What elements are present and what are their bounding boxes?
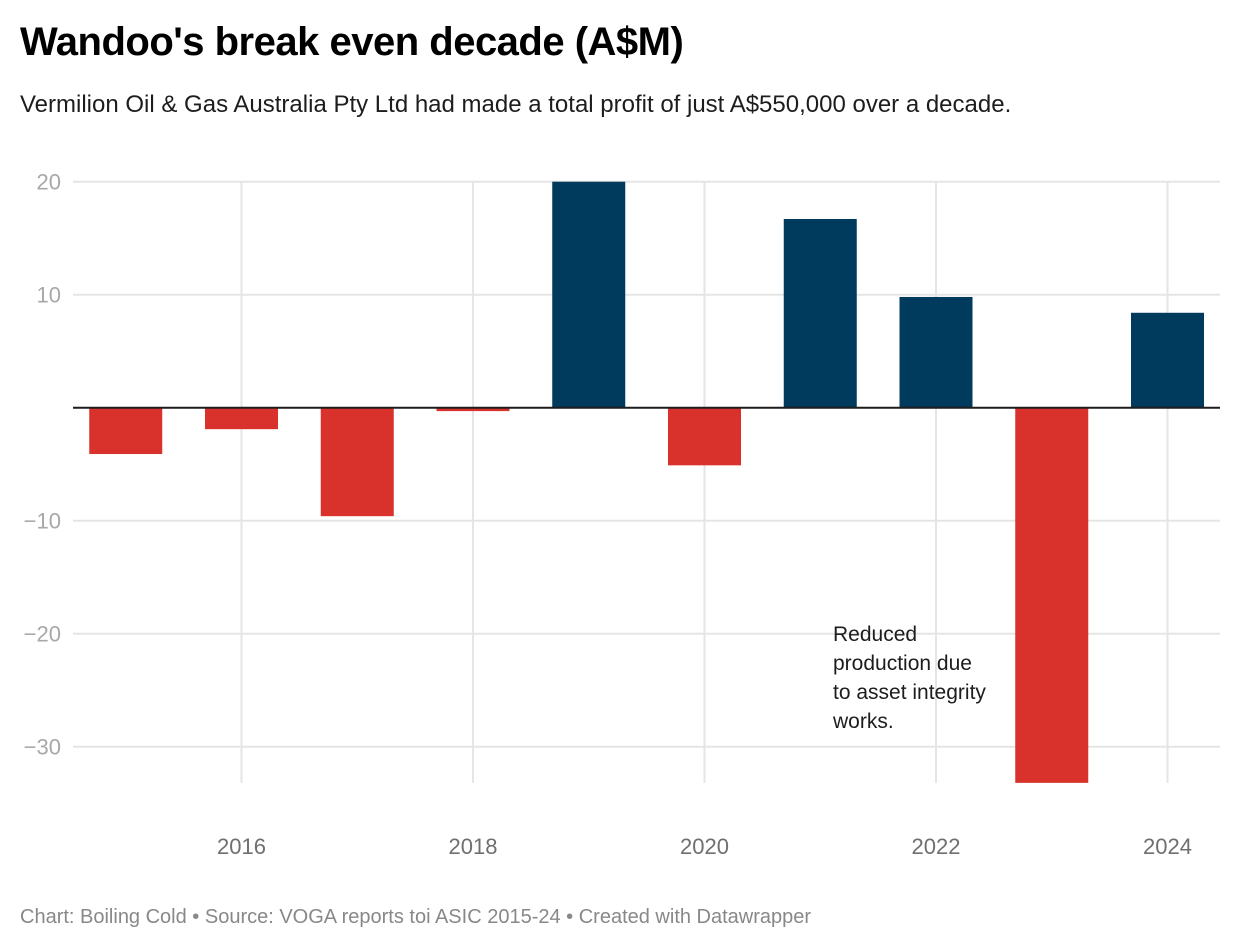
- chart-title: Wandoo's break even decade (A$M): [20, 20, 684, 64]
- bar-2020: [668, 407, 741, 466]
- chart-footer: Chart: Boiling Cold • Source: VOGA repor…: [20, 906, 812, 928]
- annotation-line: production due: [833, 652, 972, 675]
- annotation-line: Reduced: [833, 623, 917, 646]
- bar-2018: [436, 407, 510, 412]
- bar-2015: [89, 407, 163, 455]
- bar-2019: [552, 181, 626, 408]
- bar-2021: [783, 218, 857, 408]
- x-tick-label: 2018: [449, 834, 498, 859]
- x-axis-labels: 2016 2018 2020 2022 2024: [217, 834, 1192, 859]
- y-tick-label: 10: [37, 283, 61, 308]
- x-tick-label: 2022: [912, 834, 961, 859]
- x-tick-label: 2024: [1143, 834, 1192, 859]
- y-tick-label: −10: [24, 509, 61, 534]
- chart-subtitle: Vermilion Oil & Gas Australia Pty Ltd ha…: [20, 91, 1012, 118]
- bar-2017: [320, 407, 394, 517]
- bars: [89, 181, 1204, 783]
- x-tick-label: 2016: [217, 834, 266, 859]
- bar-2024: [1131, 312, 1204, 408]
- bar-2016: [205, 407, 278, 430]
- vertical-gridlines: [240, 181, 1169, 783]
- y-tick-label: −20: [24, 622, 61, 647]
- bar-2023: [1015, 407, 1089, 783]
- y-tick-label: −30: [24, 735, 61, 760]
- annotation-text: Reduced production due to asset integrity w…: [832, 623, 986, 733]
- y-tick-label: 20: [37, 170, 61, 195]
- bar-2022: [899, 296, 973, 408]
- annotation-line: works.: [832, 710, 894, 733]
- y-axis-labels: 20 10 −10 −20 −30: [24, 170, 61, 760]
- annotation: Reduced production due to asset integrity w…: [832, 623, 986, 733]
- annotation-line: to asset integrity: [833, 681, 986, 704]
- x-tick-label: 2020: [680, 834, 729, 859]
